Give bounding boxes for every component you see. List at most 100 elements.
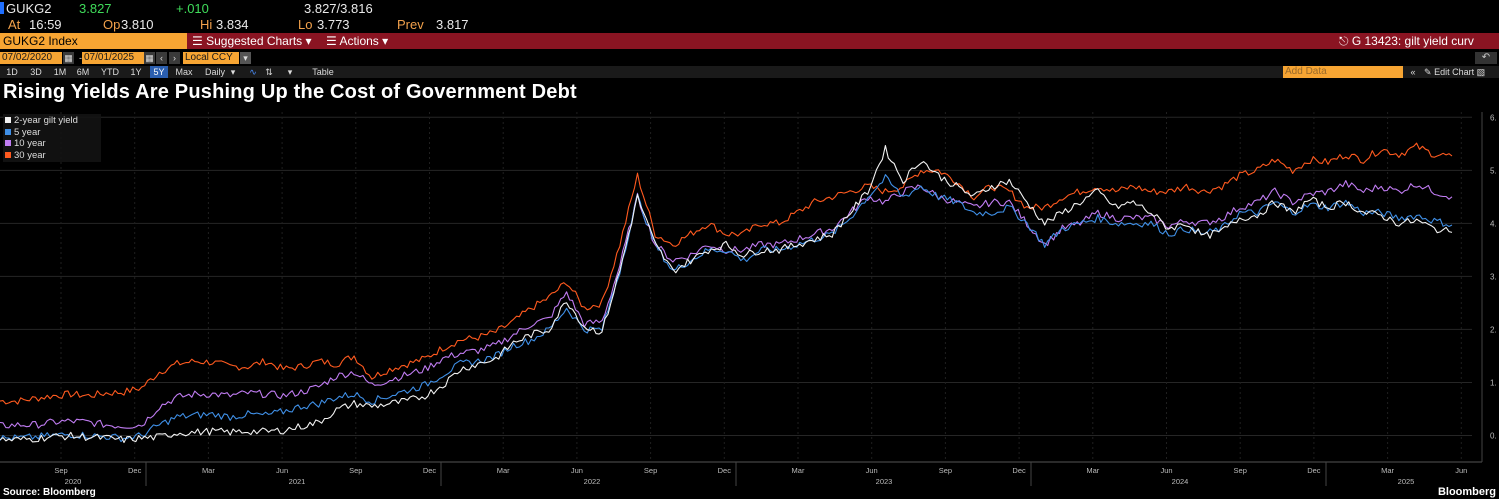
legend-label: 5 year xyxy=(14,126,41,138)
range-1d[interactable]: 1D xyxy=(6,67,18,77)
legend-item-2y[interactable]: 2-year gilt yield xyxy=(5,115,99,127)
y-tick-label: 5. xyxy=(1490,166,1497,175)
actions-icon: ☰ xyxy=(326,34,337,48)
open-value: 3.810 xyxy=(121,17,154,32)
x-year-label: 2024 xyxy=(1172,477,1189,486)
range-1y[interactable]: 1Y xyxy=(130,67,142,77)
series-line-3 xyxy=(0,142,1453,405)
x-tick-label: Sep xyxy=(939,466,952,475)
security-input[interactable]: GUKG2 Index xyxy=(0,33,187,49)
x-tick-label: Dec xyxy=(423,466,437,475)
open-label: Op xyxy=(103,17,121,32)
low-label: Lo xyxy=(298,17,313,32)
range-separator: - xyxy=(79,53,82,63)
legend-swatch xyxy=(5,151,11,158)
low-value: 3.773 xyxy=(317,17,350,32)
legend-swatch xyxy=(5,140,11,147)
x-tick-label: Jun xyxy=(1455,466,1467,475)
prev-period-icon[interactable]: ‹ xyxy=(156,52,167,64)
legend-item-30y[interactable]: 30 year xyxy=(5,150,99,162)
bid-ask: 3.827/3.816 xyxy=(304,1,373,16)
bar-chart-icon[interactable]: ⇅ xyxy=(265,67,273,77)
x-tick-label: Mar xyxy=(202,466,215,475)
table-button[interactable]: Table xyxy=(312,67,334,77)
ticker-marker xyxy=(0,2,4,14)
add-data-input[interactable]: Add Data xyxy=(1283,66,1403,78)
range-3d[interactable]: 3D xyxy=(30,67,42,77)
high-value: 3.834 xyxy=(216,17,249,32)
frequency-select[interactable]: Daily xyxy=(204,67,225,77)
source-note: Source: Bloomberg xyxy=(3,487,96,498)
chevron-down-icon: ▾ xyxy=(382,34,389,48)
next-period-icon[interactable]: › xyxy=(169,52,180,64)
legend-item-10y[interactable]: 10 year xyxy=(5,138,99,150)
calendar-icon[interactable]: ▦ xyxy=(144,52,155,64)
chevron-down-icon: ▾ xyxy=(305,34,312,48)
chart-reference[interactable]: ⎋ G 13423: gilt yield curv xyxy=(1339,33,1499,49)
at-time: 16:59 xyxy=(29,17,62,32)
calendar-icon[interactable]: ▦ xyxy=(63,52,74,64)
legend-label: 2-year gilt yield xyxy=(14,115,78,126)
chart-icon: ☰ xyxy=(192,34,203,48)
x-tick-label: Sep xyxy=(1234,466,1247,475)
x-tick-label: Sep xyxy=(54,466,67,475)
range-ytd[interactable]: YTD xyxy=(101,67,119,77)
range-6m[interactable]: 6M xyxy=(76,67,90,77)
suggested-charts-label: Suggested Charts xyxy=(206,34,303,48)
ticker-symbol[interactable]: GUKG2 xyxy=(6,1,52,16)
x-tick-label: Mar xyxy=(1381,466,1394,475)
y-tick-label: 1. xyxy=(1490,378,1497,387)
x-tick-label: Dec xyxy=(1307,466,1321,475)
edit-chart-button[interactable]: ✎ Edit Chart ▧ xyxy=(1424,66,1485,78)
series-line-2 xyxy=(0,180,1453,429)
settings-icon: ▧ xyxy=(1476,67,1486,77)
range-1m[interactable]: 1M xyxy=(53,67,67,77)
prev-label: Prev xyxy=(397,17,424,32)
brand-logo: Bloomberg xyxy=(1437,486,1496,498)
line-chart-icon[interactable]: ∿ xyxy=(249,67,257,77)
series-line-1 xyxy=(0,174,1453,443)
currency-select[interactable]: Local CCY xyxy=(183,52,239,64)
suggested-charts-menu[interactable]: ☰ Suggested Charts ▾ xyxy=(192,33,312,49)
x-tick-label: Mar xyxy=(497,466,510,475)
y-tick-label: 4. xyxy=(1490,219,1497,228)
x-tick-label: Jun xyxy=(866,466,878,475)
function-toolbar xyxy=(0,33,1499,49)
chevron-down-icon[interactable]: ▾ xyxy=(230,67,236,77)
legend-swatch xyxy=(5,128,11,135)
x-tick-label: Sep xyxy=(644,466,657,475)
at-label: At xyxy=(8,17,21,32)
x-year-label: 2021 xyxy=(289,477,306,486)
last-price: 3.827 xyxy=(79,1,112,16)
x-tick-label: Dec xyxy=(718,466,732,475)
price-change: +.010 xyxy=(176,1,209,16)
start-date-input[interactable]: 07/02/2020 xyxy=(0,52,62,64)
x-year-label: 2020 xyxy=(65,477,82,486)
actions-label: Actions xyxy=(339,34,379,48)
x-tick-label: Sep xyxy=(349,466,362,475)
x-tick-label: Jun xyxy=(1160,466,1172,475)
end-date-input[interactable]: 07/01/2025 xyxy=(82,52,144,64)
x-tick-label: Dec xyxy=(1012,466,1026,475)
y-tick-label: 2. xyxy=(1490,325,1497,334)
y-tick-label: 0. xyxy=(1490,431,1497,440)
series-line-0 xyxy=(0,144,1453,444)
chevron-down-icon[interactable]: ▾ xyxy=(240,52,251,64)
collapse-icon[interactable]: « xyxy=(1410,67,1416,77)
range-toolbar xyxy=(0,66,1499,78)
y-tick-label: 3. xyxy=(1490,272,1497,281)
x-tick-label: Jun xyxy=(276,466,288,475)
undo-icon[interactable]: ↶ xyxy=(1475,52,1497,64)
x-tick-label: Mar xyxy=(1086,466,1099,475)
legend-label: 10 year xyxy=(14,138,46,149)
range-max[interactable]: Max xyxy=(175,67,193,77)
chevron-down-icon[interactable]: ▾ xyxy=(287,67,293,77)
prev-value: 3.817 xyxy=(436,17,469,32)
expand-icon: ⎋ xyxy=(1339,34,1349,48)
x-year-label: 2023 xyxy=(876,477,893,486)
range-5y[interactable]: 5Y xyxy=(150,66,168,78)
chart-reference-label: G 13423: gilt yield curv xyxy=(1351,34,1474,48)
legend-item-5y[interactable]: 5 year xyxy=(5,127,99,139)
actions-menu[interactable]: ☰ Actions ▾ xyxy=(326,33,388,49)
